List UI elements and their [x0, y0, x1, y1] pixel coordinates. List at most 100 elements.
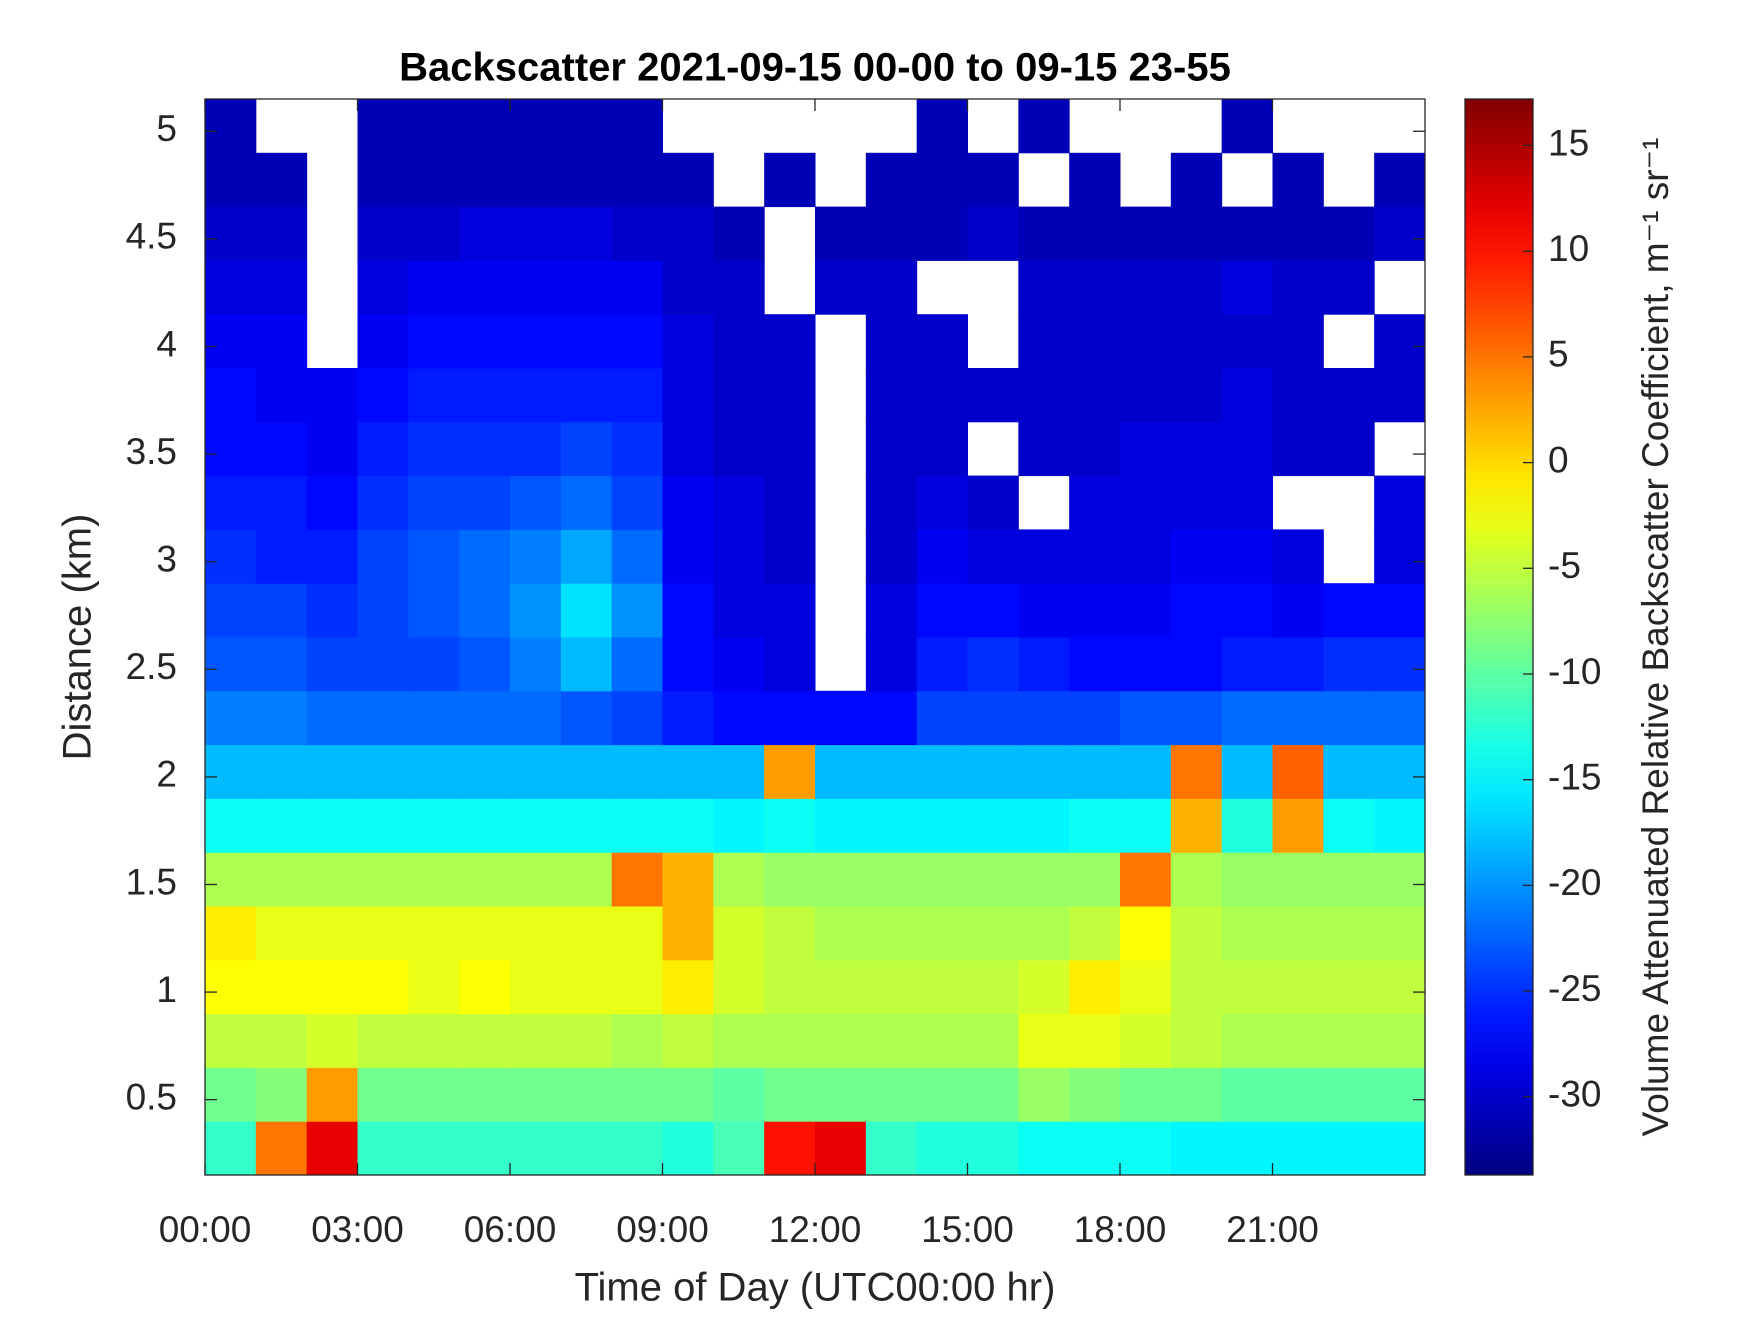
cell — [764, 959, 816, 1015]
cell — [1374, 314, 1425, 369]
cell — [357, 1013, 409, 1068]
cell — [662, 1121, 714, 1175]
cell — [662, 637, 714, 692]
cell — [408, 798, 460, 853]
cell — [1272, 368, 1324, 423]
cell — [1069, 583, 1121, 638]
cell — [306, 421, 358, 477]
cell — [815, 1121, 867, 1175]
cell — [611, 368, 663, 423]
cell — [713, 690, 765, 746]
x-axis-label: Time of Day (UTC00:00 hr) — [575, 1266, 1056, 1310]
cell — [1374, 368, 1425, 423]
cell — [865, 206, 918, 261]
cell — [1069, 368, 1121, 423]
x-tick-label: 06:00 — [464, 1209, 557, 1250]
cell — [1120, 1121, 1172, 1175]
cell — [815, 744, 867, 799]
cell — [713, 1013, 765, 1068]
colorbar-label: Volume Attenuated Relative Backscatter C… — [1635, 138, 1676, 1137]
cell — [1272, 421, 1324, 477]
cell — [764, 906, 816, 961]
cell — [459, 475, 511, 530]
cell — [1018, 690, 1070, 746]
cell — [1018, 744, 1070, 799]
cell — [1221, 421, 1273, 477]
cell — [713, 529, 765, 584]
cell — [255, 959, 308, 1015]
cell — [1120, 798, 1172, 853]
cell — [662, 314, 714, 369]
cell — [1120, 314, 1172, 369]
cell — [764, 152, 816, 208]
cell — [662, 1067, 714, 1122]
cell — [916, 583, 968, 638]
cell — [560, 959, 613, 1015]
cell — [865, 744, 918, 799]
cell — [1018, 314, 1070, 369]
cell — [306, 690, 358, 746]
cell — [967, 959, 1019, 1015]
colorbar-tick-label: 10 — [1548, 228, 1589, 269]
cell — [1120, 583, 1172, 638]
cell — [662, 152, 714, 208]
cell — [510, 475, 562, 530]
cell — [1272, 1067, 1324, 1122]
cell — [611, 906, 663, 961]
cell — [611, 744, 663, 799]
cell — [662, 744, 714, 799]
cell — [1120, 1067, 1172, 1122]
cell — [459, 690, 511, 746]
cell — [510, 314, 562, 369]
cell — [560, 906, 613, 961]
cell — [764, 475, 816, 530]
cell — [967, 906, 1019, 961]
cell — [662, 206, 714, 261]
cell — [1221, 206, 1273, 261]
cell — [815, 690, 867, 746]
y-tick-label: 4 — [156, 323, 177, 364]
cell — [1374, 152, 1425, 208]
cell — [510, 798, 562, 853]
cell — [205, 798, 257, 853]
cell — [1272, 529, 1324, 584]
cell — [865, 260, 918, 315]
cell — [459, 852, 511, 907]
cell — [865, 906, 918, 961]
x-tick-label: 03:00 — [311, 1209, 404, 1250]
cell — [967, 798, 1019, 853]
cell — [1374, 475, 1425, 530]
cell — [1272, 744, 1324, 799]
cell — [255, 637, 308, 692]
cell — [205, 690, 257, 746]
cell — [1272, 959, 1324, 1015]
cell — [306, 744, 358, 799]
cell — [408, 744, 460, 799]
cell — [764, 314, 816, 369]
cell — [967, 1013, 1019, 1068]
cell — [713, 1067, 765, 1122]
cell — [560, 1013, 613, 1068]
cell — [510, 906, 562, 961]
cell — [510, 637, 562, 692]
cell — [865, 475, 918, 530]
cell — [205, 1067, 257, 1122]
cell — [1069, 1013, 1121, 1068]
cell — [1272, 906, 1324, 961]
cell — [865, 583, 918, 638]
colorbar-tick-label: -10 — [1548, 651, 1601, 692]
cell — [1374, 906, 1425, 961]
cell — [764, 690, 816, 746]
cell — [1272, 1121, 1324, 1175]
cell — [1170, 421, 1223, 477]
cell — [1221, 260, 1273, 315]
cell — [865, 1121, 918, 1175]
cell — [1018, 798, 1070, 853]
cell — [408, 314, 460, 369]
cell — [1170, 583, 1223, 638]
cell — [1018, 852, 1070, 907]
cell — [1120, 1013, 1172, 1068]
cell — [1221, 1067, 1273, 1122]
cell — [306, 475, 358, 530]
cell — [1374, 690, 1425, 746]
